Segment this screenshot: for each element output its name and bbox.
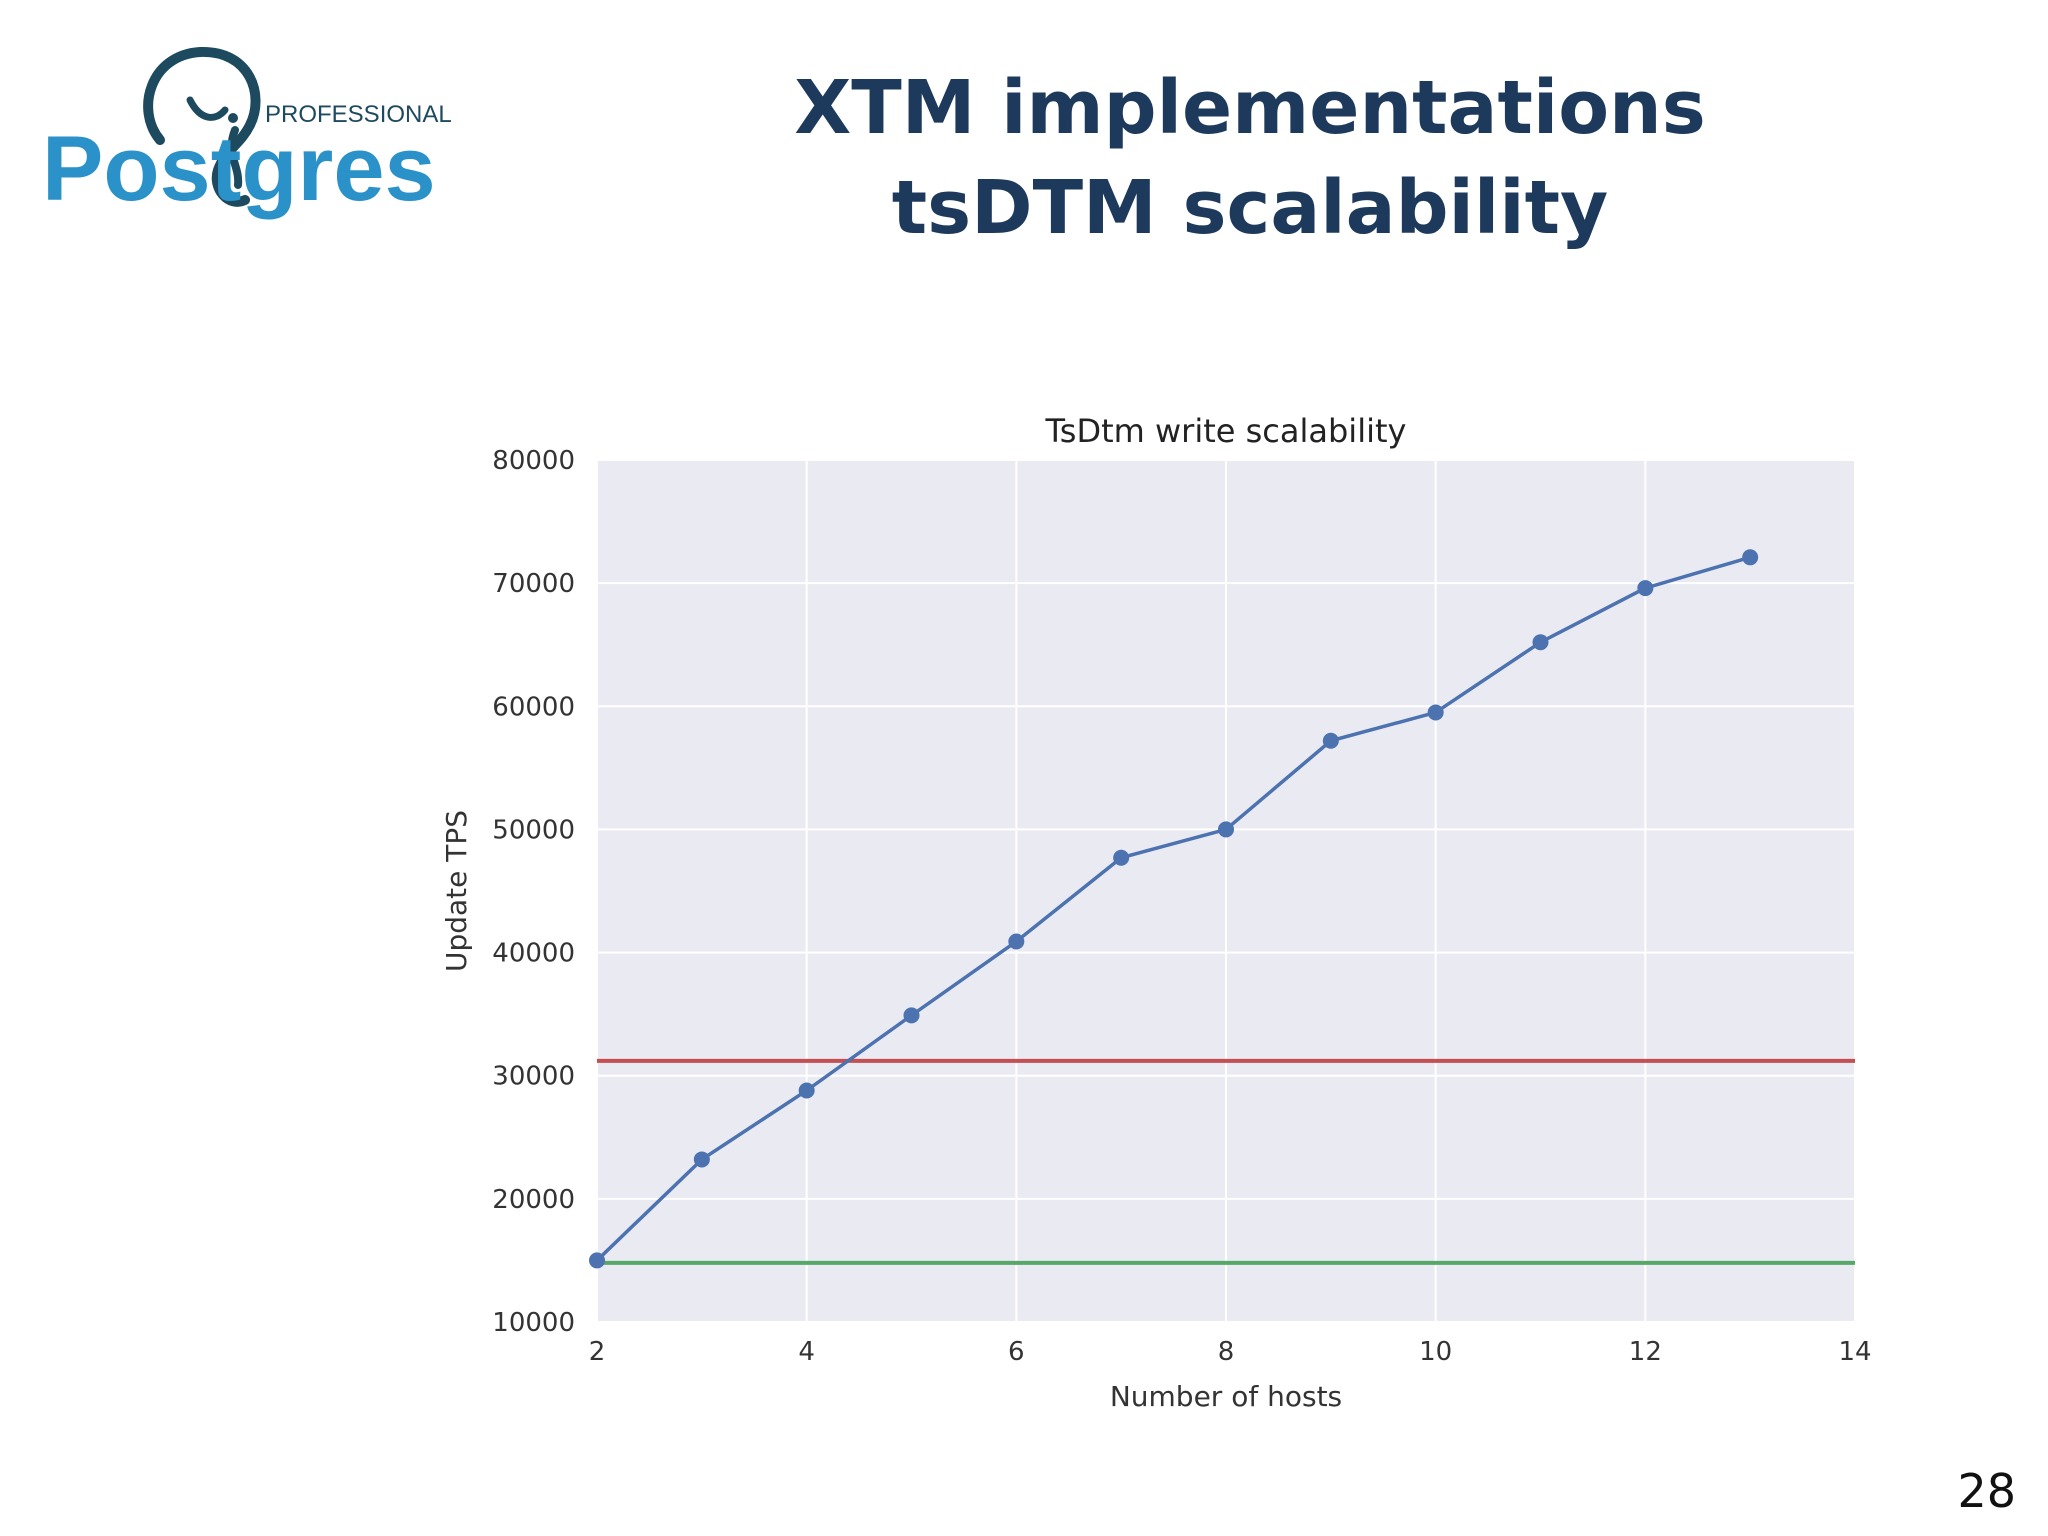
y-tick-label: 30000 [492, 1062, 575, 1092]
data-point [903, 1007, 920, 1024]
y-axis-label: Update TPS [440, 810, 473, 972]
data-point [1218, 821, 1234, 838]
x-tick-label: 2 [589, 1337, 606, 1367]
elephant-logo-icon [143, 46, 261, 207]
x-axis-label: Number of hosts [1110, 1380, 1342, 1413]
logo-subtext: PROFESSIONAL [265, 101, 452, 128]
data-point [589, 1252, 605, 1269]
data-point [693, 1151, 710, 1168]
data-point [1322, 732, 1339, 749]
slide-title: XTM implementations tsDTM scalability [690, 58, 1810, 258]
x-tick-label: 8 [1218, 1337, 1235, 1367]
logo-maintext: Postgres [42, 118, 436, 220]
y-tick-label: 20000 [492, 1185, 575, 1215]
y-tick-label: 10000 [492, 1308, 575, 1338]
x-tick-label: 14 [1838, 1337, 1871, 1367]
y-tick-label: 70000 [492, 569, 575, 599]
x-tick-label: 6 [1008, 1337, 1025, 1367]
series-line [595, 555, 1751, 1262]
x-tick-label: 4 [798, 1337, 815, 1367]
page-number: 28 [1957, 1464, 2016, 1518]
postgres-professional-logo: PROFESSIONAL Postgres [42, 46, 452, 220]
y-tick-label: 60000 [492, 692, 575, 722]
data-point [798, 1082, 815, 1099]
y-tick-label: 80000 [492, 446, 575, 476]
data-point [1427, 704, 1444, 721]
data-point [1113, 849, 1130, 866]
chart-title: TsDtm write scalability [1045, 412, 1407, 450]
x-tick-label: 10 [1419, 1337, 1452, 1367]
data-point [1637, 580, 1654, 597]
x-tick-label: 12 [1629, 1337, 1662, 1367]
slide-title-line1: XTM implementations [794, 65, 1706, 151]
data-point [1742, 549, 1759, 566]
y-tick-label: 40000 [492, 939, 575, 969]
y-tick-label: 50000 [492, 815, 575, 845]
data-point [1532, 634, 1549, 651]
data-point [1008, 933, 1025, 950]
slide-title-line2: tsDTM scalability [891, 165, 1609, 251]
